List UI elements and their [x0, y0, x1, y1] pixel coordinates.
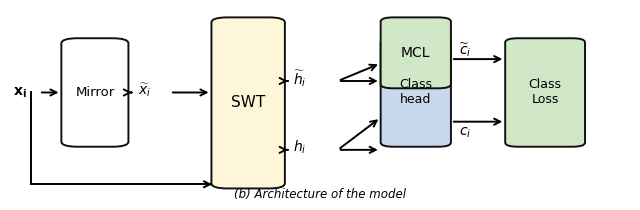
- Text: SWT: SWT: [231, 95, 266, 110]
- Text: MCL: MCL: [401, 46, 431, 60]
- FancyBboxPatch shape: [61, 38, 129, 147]
- Text: Mirror: Mirror: [76, 86, 115, 99]
- Text: $c_i$: $c_i$: [460, 126, 472, 140]
- Text: $\widetilde{c}_i$: $\widetilde{c}_i$: [460, 41, 472, 59]
- Text: $\mathbf{x}_\mathbf{i}$: $\mathbf{x}_\mathbf{i}$: [13, 85, 28, 100]
- Text: $\widetilde{h}_i$: $\widetilde{h}_i$: [293, 69, 307, 89]
- Text: $\widetilde{x}_i$: $\widetilde{x}_i$: [138, 82, 152, 99]
- Text: (b) Architecture of the model: (b) Architecture of the model: [234, 188, 406, 201]
- Text: Class
head: Class head: [399, 79, 432, 106]
- FancyBboxPatch shape: [381, 38, 451, 147]
- FancyBboxPatch shape: [381, 17, 451, 88]
- Text: Class
Loss: Class Loss: [529, 79, 562, 106]
- FancyBboxPatch shape: [211, 17, 285, 188]
- Text: $h_i$: $h_i$: [293, 139, 307, 156]
- FancyBboxPatch shape: [505, 38, 585, 147]
